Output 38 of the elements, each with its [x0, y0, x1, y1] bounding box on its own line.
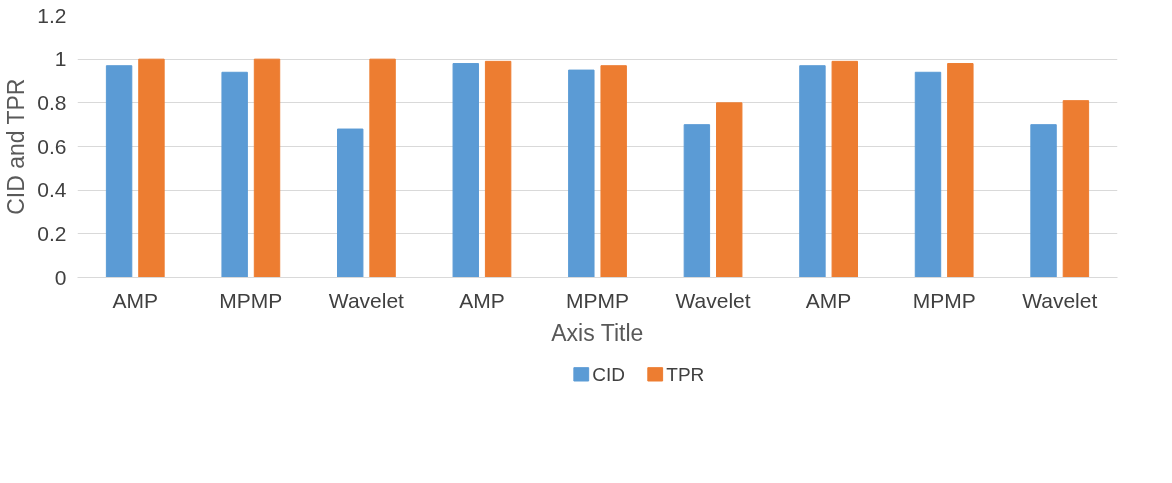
- x-tick-label: AMP: [459, 288, 505, 312]
- bar: [105, 65, 133, 278]
- x-tick-label: AMP: [112, 288, 159, 312]
- x-tick-label: MPMP: [219, 288, 283, 312]
- x-axis-title: Axis Title: [551, 319, 644, 346]
- bar: [914, 71, 942, 278]
- bar: [1030, 124, 1057, 278]
- bar: [337, 128, 364, 278]
- y-tick-label: 0.8: [37, 90, 67, 114]
- bar: [568, 69, 595, 278]
- bar: [452, 63, 479, 278]
- legend-label: CID: [592, 363, 626, 385]
- bar: [683, 124, 711, 278]
- bar: [799, 65, 826, 278]
- x-tick-label: Wavelet: [328, 288, 405, 312]
- y-tick-label: 0: [54, 265, 67, 289]
- y-tick-label: 1.2: [37, 3, 67, 27]
- y-tick-label: 0.6: [37, 134, 67, 158]
- bar: [221, 71, 248, 278]
- x-tick-label: Wavelet: [1022, 288, 1098, 312]
- bar: [600, 65, 627, 278]
- bar: [138, 58, 165, 278]
- bar: [484, 60, 512, 278]
- bar: [253, 58, 281, 278]
- bar: [831, 60, 858, 278]
- bar: [369, 58, 396, 278]
- y-tick-label: 0.2: [37, 221, 67, 245]
- x-tick-label: Wavelet: [675, 288, 751, 312]
- bar: [947, 63, 974, 278]
- x-tick-label: MPMP: [566, 288, 629, 312]
- x-tick-label: MPMP: [912, 288, 976, 312]
- x-tick-label: AMP: [805, 288, 852, 312]
- bar: [1062, 100, 1090, 278]
- y-axis-title: CID and TPR: [3, 78, 30, 215]
- y-tick-label: 1: [54, 47, 67, 71]
- y-tick-label: 0.4: [37, 178, 67, 202]
- bar: [716, 102, 743, 278]
- legend-label: TPR: [666, 363, 705, 385]
